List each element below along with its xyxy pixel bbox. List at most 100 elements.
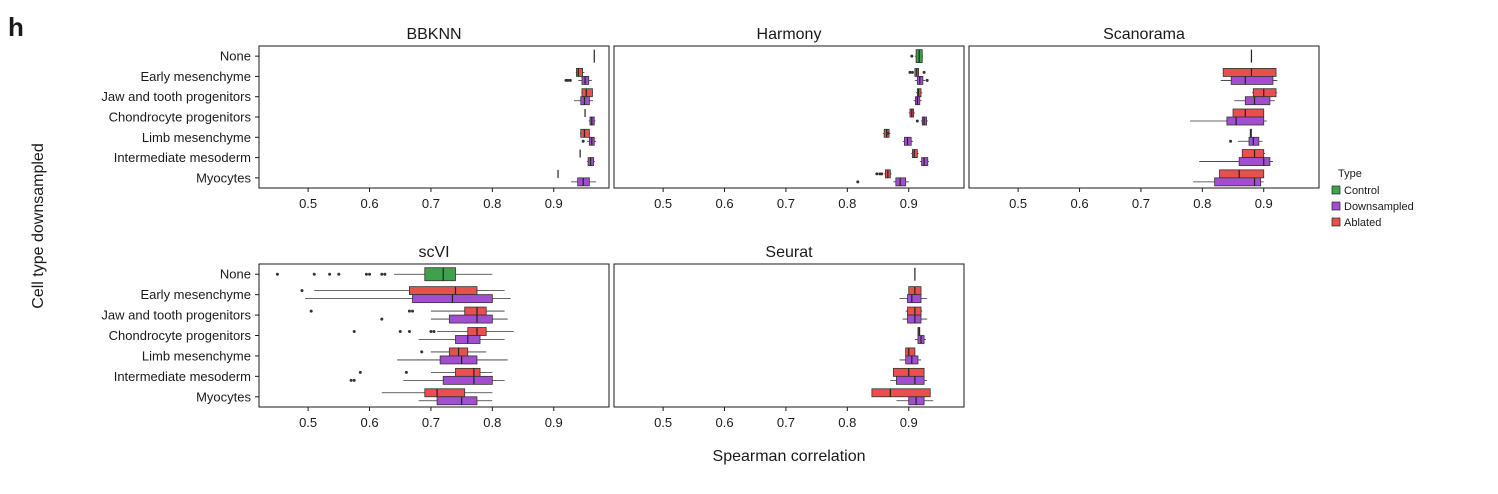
panel-harmony: Harmony 0.5 0.6 0.7 0.8 0.9 <box>613 26 965 211</box>
panels-group: BBKNN 0.5 0.6 0.7 0.8 0.9 None Early mesenchyme… <box>101 26 1320 430</box>
outlier-point <box>910 70 914 74</box>
box-scanorama-intermediate-mesoderm-downsampled <box>1199 157 1273 166</box>
box-harmony-jaw-and-tooth-progenitors-ablated <box>916 88 923 98</box>
x-tick-label-seurat: 0.8 <box>838 415 856 430</box>
box-seurat-myocytes-downsampled <box>896 396 934 406</box>
box-body <box>1226 116 1265 126</box>
box-seurat-limb-mesenchyme-ablated <box>905 347 916 357</box>
box-body <box>581 88 593 98</box>
box-bbknn-jaw-and-tooth-progenitors-ablated <box>581 88 594 98</box>
box-harmony-limb-mesenchyme-ablated <box>882 128 891 138</box>
outlier-point <box>432 330 436 333</box>
box-scanorama-early-mesenchyme-downsampled <box>1220 76 1278 85</box>
outlier-point <box>429 330 433 333</box>
legend-label-control: Control <box>1344 185 1379 197</box>
outlier-point <box>380 272 384 276</box>
box-body <box>436 396 478 406</box>
box-body <box>871 388 931 398</box>
box-seurat-intermediate-mesoderm-ablated <box>892 367 925 377</box>
box-scanorama-myocytes-ablated <box>1219 169 1265 179</box>
outlier-point <box>411 309 415 313</box>
box-scvi-chondrocyte-progenitors-ablated <box>352 327 514 336</box>
box-bbknn-limb-mesenchyme-downsampled <box>581 136 597 146</box>
box-scanorama-chondrocyte-progenitors-ablated <box>1232 108 1265 118</box>
outlier-point <box>856 180 860 184</box>
box-bbknn-jaw-and-tooth-progenitors-downsampled <box>574 96 594 106</box>
x-tick-label-harmony: 0.8 <box>838 196 856 211</box>
box-scanorama-limb-mesenchyme-ablated <box>1249 128 1252 138</box>
outlier-point <box>922 70 926 74</box>
outlier-point <box>349 378 353 382</box>
box-bbknn-myocytes-downsampled <box>570 177 597 187</box>
panel-letter: h <box>8 12 24 42</box>
box-seurat-chondrocyte-progenitors-downsampled <box>914 335 926 344</box>
box-scanorama-limb-mesenchyme-downsampled <box>1229 136 1263 146</box>
box-body <box>905 347 916 357</box>
panel-title-seurat: Seurat <box>765 244 813 261</box>
category-label-intermediate-mesoderm: Intermediate mesoderm <box>114 150 251 165</box>
x-tick-label-seurat: 0.7 <box>777 415 795 430</box>
box-body <box>1232 108 1265 118</box>
box-body <box>1222 68 1277 77</box>
box-body <box>912 149 918 158</box>
outlier-point <box>309 309 313 313</box>
outlier-point <box>380 317 384 321</box>
box-body <box>916 88 922 98</box>
box-seurat-intermediate-mesoderm-downsampled <box>890 375 928 385</box>
x-tick-label-scvi: 0.7 <box>422 415 440 430</box>
outlier-point <box>407 330 411 333</box>
box-scvi-limb-mesenchyme-downsampled <box>397 355 508 365</box>
panel-scvi: scVI 0.5 0.6 0.7 0.8 0.9 None Early mesenchyme J… <box>101 244 610 430</box>
box-body <box>464 306 487 316</box>
outlier-point <box>910 54 914 58</box>
box-scvi-early-mesenchyme-downsampled <box>305 294 511 304</box>
outlier-point <box>566 78 570 82</box>
panel-title-bbknn: BBKNN <box>406 26 461 43</box>
box-harmony-early-mesenchyme-ablated <box>908 68 926 77</box>
outlier-point <box>875 172 879 176</box>
category-label-limb-mesenchyme: Limb mesenchyme <box>142 130 251 145</box>
x-tick-label-seurat: 0.9 <box>900 415 918 430</box>
outlier-point <box>368 272 372 276</box>
box-body <box>580 96 590 106</box>
outlier-point <box>568 78 572 82</box>
legend-label-downsampled: Downsampled <box>1344 201 1414 213</box>
box-body <box>1248 136 1260 146</box>
box-bbknn-early-mesenchyme-downsampled <box>564 76 592 85</box>
box-body <box>1241 149 1265 158</box>
box-scvi-none-control <box>275 267 493 282</box>
outlier-point <box>420 350 424 354</box>
box-body <box>907 294 922 304</box>
box-bbknn-chondrocyte-progenitors-downsampled <box>588 116 596 126</box>
box-body <box>439 355 478 365</box>
x-tick-label-scanorama: 0.9 <box>1255 196 1273 211</box>
x-axis-title: Spearman correlation <box>713 448 866 465</box>
legend-swatch-ablated <box>1331 217 1341 227</box>
box-body <box>1214 177 1262 187</box>
box-body <box>1230 76 1274 85</box>
y-axis-title: Cell type downsampled <box>30 143 47 308</box>
box-scanorama-myocytes-downsampled <box>1193 177 1264 187</box>
outlier-point <box>404 370 408 374</box>
outlier-point <box>383 272 387 276</box>
x-tick-label-seurat: 0.5 <box>654 415 672 430</box>
legend-swatch-control <box>1331 185 1341 195</box>
x-tick-label-scvi: 0.9 <box>545 415 563 430</box>
box-bbknn-intermediate-mesoderm-downsampled <box>586 157 595 166</box>
box-seurat-myocytes-ablated <box>871 388 931 398</box>
x-tick-label-bbknn: 0.6 <box>360 196 378 211</box>
outlier-point <box>581 139 585 143</box>
box-body <box>455 367 481 377</box>
box-body <box>409 286 478 296</box>
box-scanorama-intermediate-mesoderm-ablated <box>1241 149 1265 158</box>
box-body <box>448 314 493 324</box>
x-tick-label-bbknn: 0.5 <box>299 196 317 211</box>
box-body <box>1244 96 1271 106</box>
category-label-myocytes: Myocytes <box>196 389 251 404</box>
box-bbknn-limb-mesenchyme-ablated <box>580 128 590 138</box>
box-body <box>895 177 907 187</box>
box-body <box>576 68 583 77</box>
panel-scanorama: Scanorama 0.5 0.6 0.7 0.8 0.9 <box>968 26 1320 211</box>
legend: Type Control Downsampled Ablated <box>1331 168 1414 229</box>
